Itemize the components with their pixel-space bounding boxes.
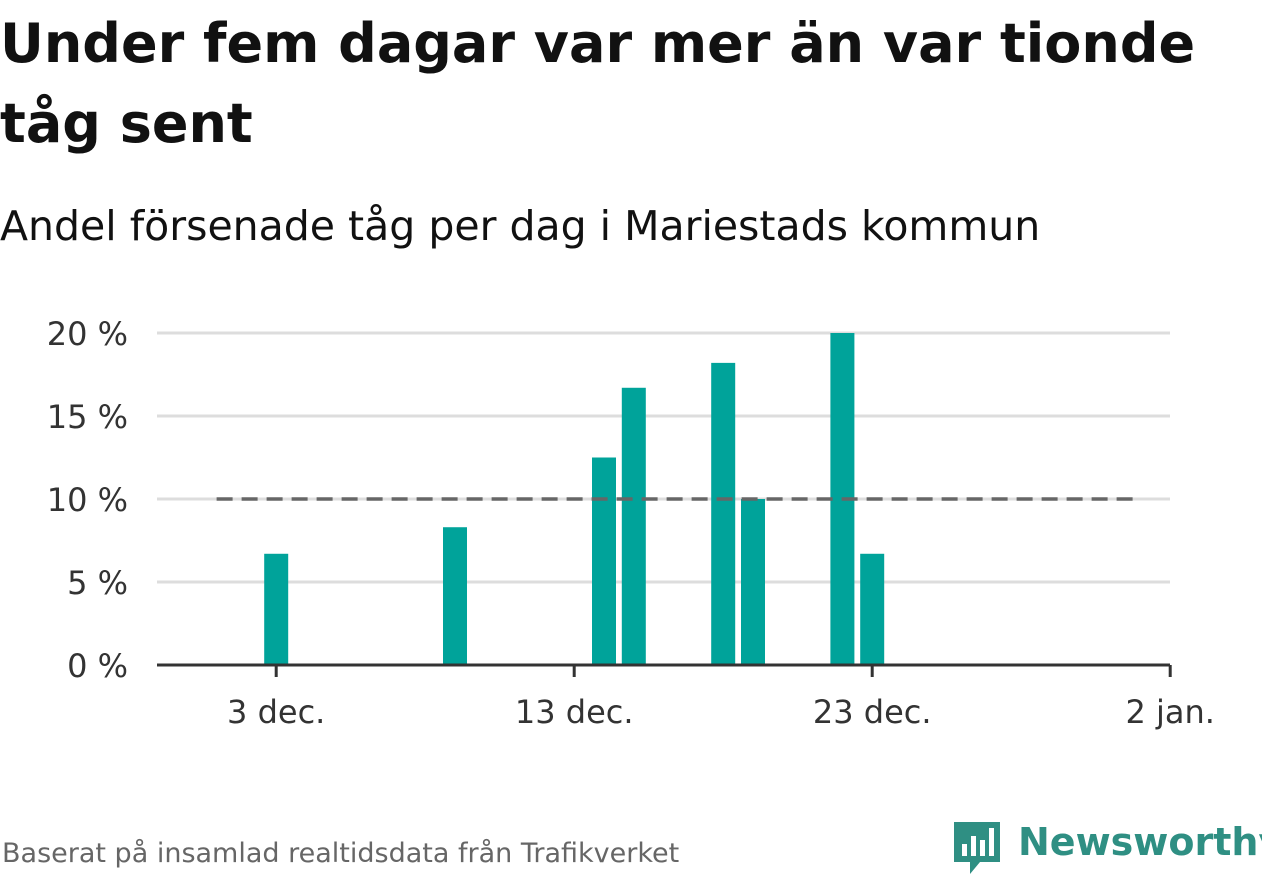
y-tick-label: 20 % (47, 315, 128, 353)
x-tick-label: 3 dec. (227, 693, 325, 731)
y-tick-label: 15 % (47, 398, 128, 436)
y-tick-label: 0 % (67, 647, 128, 685)
bar (592, 457, 616, 665)
x-axis (157, 663, 1172, 677)
newsworthy-logo-text: Newsworthy (1018, 820, 1262, 864)
bar (621, 387, 646, 665)
bar (443, 527, 467, 665)
grid-lines (157, 331, 1170, 584)
source-note: Baserat på insamlad realtidsdata från Tr… (2, 838, 680, 869)
x-axis-labels: 3 dec. 13 dec. 23 dec. 2 jan. (227, 693, 1215, 731)
bar (860, 553, 885, 665)
bar (711, 362, 736, 665)
bar-chart: 0 % 5 % 10 % 15 % 20 % 3 dec. 13 dec. 23 dec. 2… (47, 315, 1215, 731)
y-tick-label: 10 % (47, 481, 128, 519)
newsworthy-logo[interactable]: Newsworthy (950, 818, 1262, 878)
y-axis-labels: 0 % 5 % 10 % 15 % 20 % (47, 315, 128, 685)
newsworthy-logo-icon (954, 822, 1000, 874)
chart-title: Under fem dagar var mer än var tionde tå… (0, 12, 1196, 155)
x-tick-label: 2 jan. (1125, 693, 1214, 731)
chart-subtitle: Andel försenade tåg per dag i Mariestads… (0, 202, 1041, 250)
bar (264, 553, 289, 665)
y-tick-label: 5 % (67, 564, 128, 602)
bar (741, 499, 765, 665)
x-tick-label: 23 dec. (813, 693, 932, 731)
x-tick-label: 13 dec. (515, 693, 634, 731)
